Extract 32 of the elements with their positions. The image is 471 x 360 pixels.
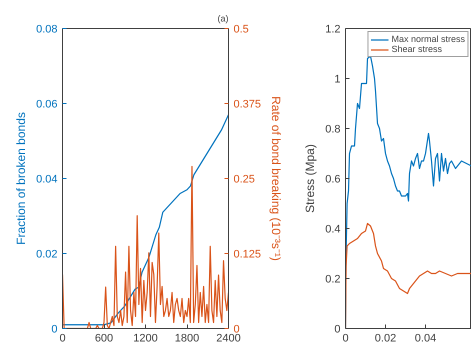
y-tick-label: 0 — [51, 324, 58, 336]
y-tick-label: 0.08 — [36, 24, 58, 36]
y-tick-label: 0.4 — [325, 224, 341, 236]
y2-axis-title: Rate of bond breaking (10⁻³s⁻¹) — [269, 96, 284, 261]
y-tick-label: 0.6 — [325, 174, 341, 186]
chart-title: (a) — [218, 14, 229, 24]
y2-tick-label: 0.375 — [234, 98, 262, 110]
y-tick-label: 0.8 — [325, 124, 341, 136]
x-tick-label: 600 — [94, 332, 114, 344]
x-tick-label: 0 — [342, 332, 349, 344]
y2-tick-label: 0.25 — [234, 174, 255, 186]
x-tick-label: 2400 — [216, 332, 241, 344]
x-tick-label: 1200 — [133, 332, 158, 344]
y2-tick-label: 0.5 — [234, 24, 249, 36]
x-tick-label: 0.04 — [414, 332, 436, 344]
y2-tick-label: 0 — [234, 324, 240, 336]
y-tick-label: 0.04 — [36, 174, 58, 186]
x-tick-label: 0 — [59, 332, 66, 344]
y-tick-label: 0 — [334, 324, 341, 336]
y-tick-label: 1.2 — [325, 24, 341, 36]
legend-label: Shear stress — [391, 44, 442, 54]
line-series — [62, 114, 228, 326]
legend-label: Max normal stress — [391, 34, 465, 44]
y-axis-title: Fraction of broken bonds — [14, 112, 28, 245]
y-tick-label: 0.2 — [325, 274, 341, 286]
y-tick-label: 1 — [334, 74, 341, 86]
y-tick-label: 0.06 — [36, 98, 58, 110]
y-tick-label: 0.02 — [36, 248, 58, 260]
x-tick-label: 0.02 — [374, 332, 396, 344]
x-tick-label: 1800 — [174, 332, 200, 344]
y-axis-title: Stress (Mpa) — [303, 144, 318, 213]
y2-tick-label: 0.125 — [234, 248, 262, 260]
